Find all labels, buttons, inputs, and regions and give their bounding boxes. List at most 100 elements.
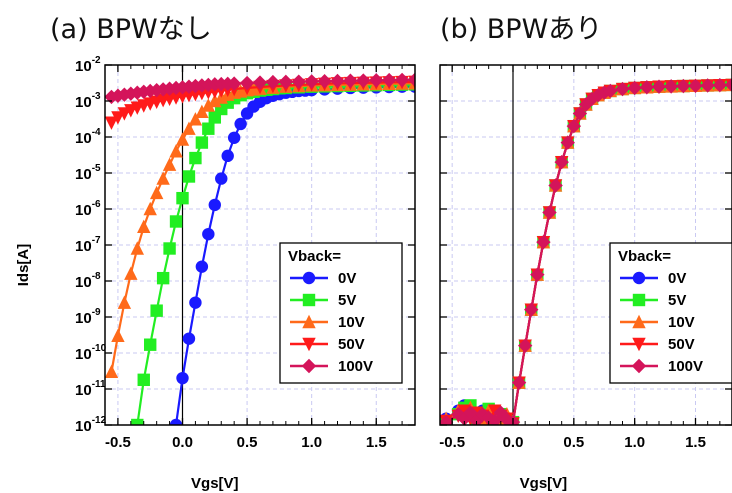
y-tick-label: 10-6 — [75, 199, 101, 219]
data-point — [111, 111, 125, 125]
legend-marker — [302, 314, 316, 329]
data-point — [156, 271, 170, 285]
x-tick-label: 0.5 — [237, 434, 258, 451]
legend-marker — [632, 314, 646, 329]
data-point — [176, 371, 189, 385]
x-tick-label: 0.5 — [563, 434, 584, 451]
legend-label: 50V — [668, 336, 695, 353]
data-point — [202, 227, 215, 241]
legend-marker — [301, 358, 317, 374]
data-point — [676, 78, 691, 94]
x-tick-label: -0.5 — [439, 434, 465, 451]
y-tick-exponent: -7 — [92, 235, 101, 246]
data-point — [105, 364, 119, 379]
data-point — [208, 198, 221, 212]
data-point — [239, 75, 255, 91]
data-point — [189, 296, 202, 309]
data-point — [182, 332, 196, 345]
data-point — [651, 79, 667, 94]
y-tick-label: 10-2 — [75, 55, 101, 75]
data-point — [584, 91, 600, 107]
chart-panel-b: (b) BPWあり -0.5 0.0 0.5 1.0 1.5 Vgs[V] Vback= 0V 5… — [439, 14, 732, 492]
legend-marker — [302, 293, 316, 307]
legend-marker — [632, 337, 646, 352]
data-point — [202, 122, 215, 135]
plot-area — [440, 77, 732, 425]
legend-marker — [632, 271, 646, 285]
legend-box — [279, 242, 403, 384]
data-point — [226, 76, 242, 91]
y-tick-exponent: -10 — [92, 343, 107, 354]
legend-label: 0V — [338, 270, 356, 287]
data-point — [542, 205, 557, 220]
data-point — [111, 328, 125, 343]
data-point — [149, 185, 164, 200]
x-tick-label: 1.5 — [685, 434, 706, 451]
data-point — [457, 404, 472, 418]
x-tick-label: 1.0 — [301, 434, 322, 451]
x-axis-label: Vgs[V] — [191, 475, 239, 492]
data-point — [176, 191, 189, 205]
y-tick-label: 10-3 — [75, 91, 101, 111]
data-point — [440, 414, 454, 425]
data-point — [124, 266, 138, 280]
data-point — [330, 73, 345, 89]
data-point — [215, 172, 228, 185]
data-point — [131, 418, 144, 425]
data-point — [615, 81, 630, 97]
x-tick-label: 0.0 — [172, 434, 193, 451]
data-point — [511, 375, 527, 390]
legend-label: 50V — [338, 336, 365, 353]
data-point — [169, 144, 183, 158]
data-point — [182, 170, 196, 183]
y-tick-exponent: -8 — [92, 271, 101, 282]
data-point — [394, 72, 410, 88]
data-point — [137, 219, 151, 234]
y-tick-exponent: -12 — [92, 415, 107, 426]
legend-marker — [302, 271, 316, 285]
chart-title: (a) BPWなし — [50, 14, 212, 45]
data-point — [143, 201, 157, 216]
y-tick-exponent: -2 — [92, 55, 101, 66]
data-point — [105, 116, 119, 130]
data-point — [712, 77, 728, 93]
y-tick-label: 10-4 — [75, 127, 101, 147]
data-point — [137, 373, 150, 387]
legend-label: 5V — [338, 292, 356, 309]
data-point — [169, 215, 183, 228]
data-point — [343, 73, 358, 88]
data-point — [369, 73, 384, 88]
chart-panel-a: (a) BPWなし -0.5 0.0 0.5 1.0 1.5 10-12 10-11 10-10… — [15, 14, 416, 492]
data-point — [487, 413, 502, 425]
y-axis-label: Ids[A] — [15, 244, 32, 287]
data-point — [175, 132, 190, 146]
y-tick-label: 10-12 — [75, 415, 107, 435]
data-point — [700, 78, 715, 93]
data-point — [136, 84, 151, 100]
data-point — [688, 78, 703, 93]
data-point — [356, 73, 371, 88]
y-tick-exponent: -4 — [92, 127, 101, 138]
legend-box — [609, 242, 732, 384]
data-point — [130, 241, 144, 255]
data-point — [407, 72, 415, 87]
data-point — [221, 149, 234, 163]
data-point — [234, 117, 247, 131]
y-tick-exponent: -11 — [92, 379, 106, 390]
data-point — [536, 234, 551, 250]
data-point — [517, 338, 533, 353]
data-point — [169, 418, 183, 425]
data-point — [639, 80, 655, 95]
data-point — [195, 136, 209, 149]
y-tick-label: 10-10 — [75, 343, 107, 363]
data-point — [162, 157, 177, 171]
data-point — [548, 178, 563, 193]
legend: Vback= 0V 5V 10V 50V 100V — [609, 242, 732, 384]
data-point — [627, 80, 642, 96]
data-point — [724, 77, 732, 93]
data-point — [530, 267, 545, 282]
legend: Vback= 0V 5V 10V 50V 100V — [279, 242, 403, 384]
y-tick-label: 10-5 — [75, 163, 101, 183]
y-tick-label: 10-11 — [75, 379, 106, 399]
